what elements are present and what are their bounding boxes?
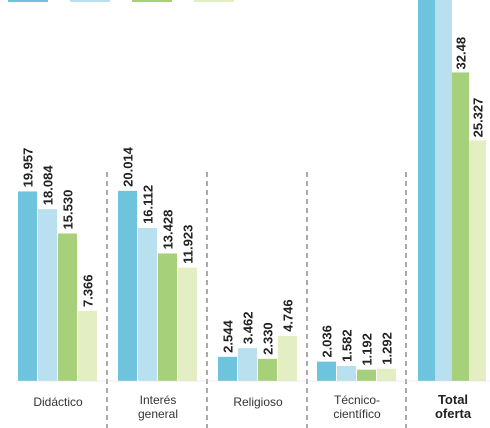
- bar-c2-s4: [178, 267, 197, 381]
- value-label: 1.192: [360, 333, 375, 366]
- value-label: 1.582: [340, 329, 355, 362]
- value-label: 3.462: [241, 312, 256, 345]
- legend-swatch-4: [194, 0, 234, 2]
- bar-c2-s1: [118, 190, 137, 381]
- bar-c4-s1: [317, 361, 336, 381]
- bar-total-s1: [418, 0, 435, 381]
- category-label: oferta: [435, 406, 472, 421]
- value-label: 25.327: [471, 98, 486, 138]
- bars: [16, 0, 490, 382]
- bar-total-s4: [469, 140, 486, 381]
- bar-c1-s4: [78, 311, 97, 381]
- bar-c1-s3: [58, 233, 77, 381]
- bar-total-s2: [435, 0, 452, 381]
- value-label: 4.746: [281, 299, 296, 332]
- bar-c3-s2: [238, 348, 257, 381]
- bar-c1-s2: [38, 209, 57, 381]
- value-label: 20.014: [121, 146, 136, 187]
- value-label: 2.036: [320, 325, 335, 358]
- bar-c4-s2: [337, 365, 356, 381]
- legend-swatch-2: [70, 0, 110, 2]
- legend-swatch-3: [132, 0, 172, 2]
- legend-swatch-1: [8, 0, 48, 2]
- category-dividers: [106, 172, 407, 428]
- value-label: 13.428: [161, 210, 176, 250]
- bar-c4-s3: [357, 369, 376, 381]
- legend-clipped: [8, 0, 234, 2]
- category-label: Religioso: [233, 395, 283, 409]
- value-label: 2.330: [261, 322, 276, 355]
- category-label: Técnico-: [334, 393, 380, 407]
- value-label: 32.48: [454, 37, 469, 70]
- value-labels: 19.957 20.014 2.544 2.036 18.084 16.112 3.462 1…: [21, 37, 486, 366]
- category-label: Didáctico: [33, 395, 83, 409]
- bar-c2-s2: [138, 227, 157, 381]
- value-label: 19.957: [21, 148, 36, 188]
- bar-c1-s1: [18, 191, 37, 381]
- value-label: 18.084: [41, 165, 56, 206]
- bar-c4-s4: [377, 368, 396, 381]
- value-label: 2.544: [221, 320, 236, 353]
- bar-c3-s1: [218, 356, 237, 381]
- category-label: científico: [333, 407, 381, 421]
- bar-c3-s4: [278, 335, 297, 381]
- bar-total-s3: [452, 72, 469, 381]
- value-label: 11.923: [181, 225, 196, 264]
- value-label: 15.530: [61, 190, 76, 230]
- value-label: 16.112: [141, 185, 156, 224]
- value-label: 7.366: [81, 274, 96, 307]
- bar-c2-s3: [158, 253, 177, 381]
- value-label: 1.292: [380, 332, 395, 365]
- bar-c3-s3: [258, 358, 277, 381]
- category-label: Total: [438, 392, 468, 407]
- category-label: Interés: [140, 393, 177, 407]
- category-label: general: [138, 407, 178, 421]
